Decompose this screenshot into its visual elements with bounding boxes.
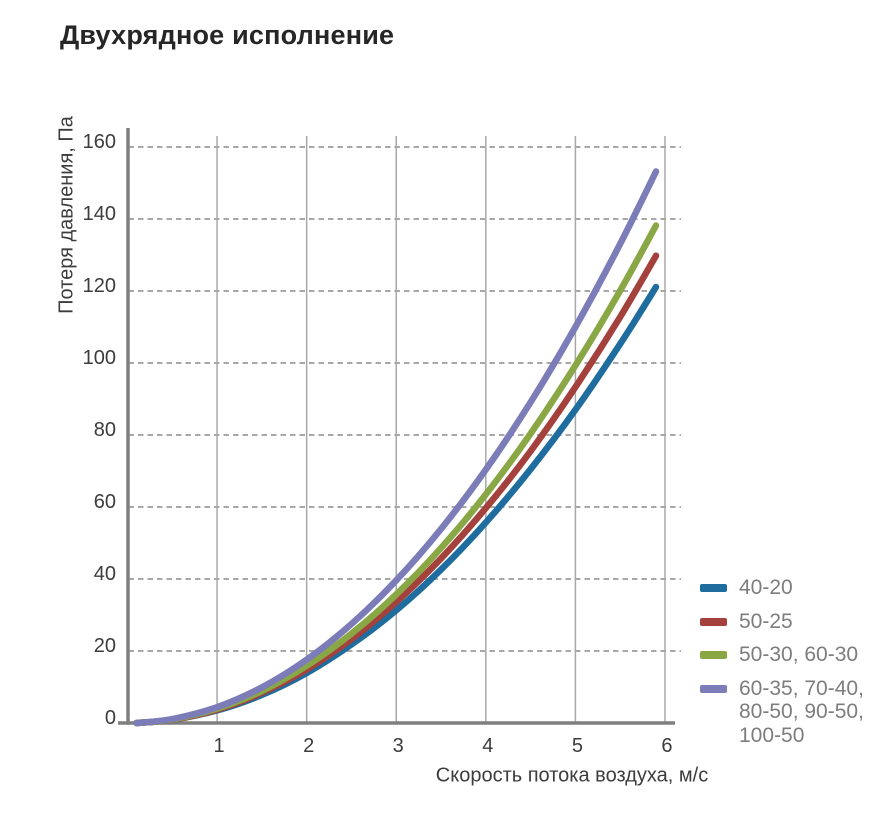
legend-label: 50-25 <box>739 609 793 633</box>
legend-item: 50-30, 60-30 <box>700 643 895 667</box>
legend: 40-20 50-25 50-30, 60-30 60-35, 70-40, 80-5… <box>700 576 895 747</box>
y-tick-label: 140 <box>83 203 116 225</box>
y-tick-label: 40 <box>94 563 116 585</box>
y-tick-label: 20 <box>94 635 116 657</box>
x-tick-label: 3 <box>393 735 404 757</box>
y-tick-label: 100 <box>83 347 116 369</box>
legend-swatch-icon <box>700 617 727 626</box>
legend-item: 50-25 <box>700 610 895 634</box>
x-axis-title: Скорость потока воздуха, м/с <box>435 764 709 787</box>
legend-item: 40-20 <box>700 576 895 600</box>
chart-title: Двухрядное исполнение <box>60 20 395 50</box>
legend-label: 40-20 <box>739 576 793 599</box>
x-tick-label: 1 <box>214 735 225 757</box>
legend-swatch-icon <box>700 584 727 592</box>
x-tick-label: 4 <box>482 735 493 757</box>
series-line-60-35 <box>133 168 660 727</box>
y-tick-label: 80 <box>94 419 116 441</box>
x-tick-label: 2 <box>303 735 314 757</box>
x-tick-label: 5 <box>572 735 583 757</box>
y-tick-label: 120 <box>83 275 116 297</box>
legend-item: 60-35, 70-40, 80-50, 90-50, 100-50 <box>700 677 895 748</box>
y-tick-label: 0 <box>105 707 116 729</box>
y-axis-title: Потеря давления, Па <box>55 116 78 314</box>
legend-swatch-icon <box>700 651 727 659</box>
y-tick-label: 60 <box>94 491 116 513</box>
x-tick-label: 6 <box>661 735 672 757</box>
y-tick-label: 160 <box>83 131 116 153</box>
legend-label: 60-35, 70-40, 80-50, 90-50, 100-50 <box>739 676 864 747</box>
legend-swatch-icon <box>700 684 727 693</box>
legend-label: 50-30, 60-30 <box>739 643 859 666</box>
